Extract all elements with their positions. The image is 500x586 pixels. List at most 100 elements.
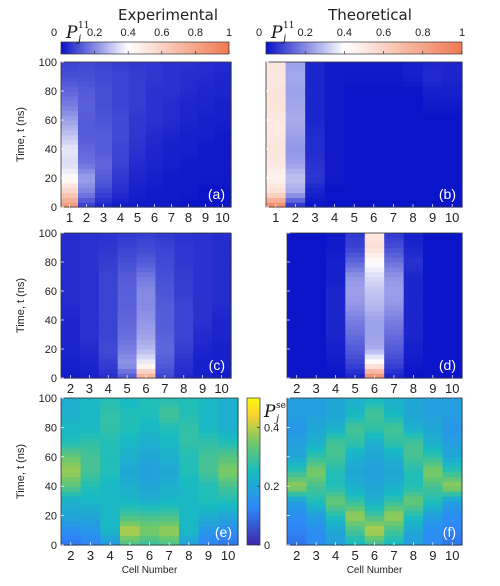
heatmap-cell	[285, 100, 306, 107]
heatmap-cell	[212, 324, 232, 331]
heatmap-cell	[422, 187, 443, 194]
heatmap-cell	[80, 515, 101, 522]
heatmap-cell	[442, 353, 463, 360]
heatmap-cell	[422, 86, 443, 92]
heatmap-cell	[364, 295, 385, 302]
colorbar-side: P se j 00.20.4	[246, 397, 286, 552]
x-tick-label: 5	[351, 548, 358, 563]
heatmap-cell	[218, 515, 239, 522]
heatmap-cell	[422, 197, 443, 203]
heatmap-cell	[193, 363, 213, 369]
heatmap-cell	[306, 500, 327, 507]
heatmap-cell	[384, 344, 405, 350]
heatmap-cell	[345, 271, 366, 278]
heatmap-cell	[139, 535, 160, 541]
heatmap-cell	[95, 62, 113, 68]
heatmap-panel-b: 1 2 3 4 5 6 7 8 9 10(b)	[265, 61, 463, 225]
heatmap-cell	[287, 233, 308, 239]
heatmap-cell	[129, 110, 147, 116]
heatmap-cell	[155, 339, 175, 345]
heatmap-cell	[155, 257, 175, 263]
heatmap-cell	[179, 481, 200, 487]
heatmap-cell	[345, 476, 366, 482]
heatmap-cell	[197, 81, 215, 87]
heatmap-cell	[403, 158, 424, 165]
heatmap-cell	[120, 481, 141, 487]
heatmap-cell	[159, 442, 180, 448]
heatmap-cell	[306, 286, 327, 292]
heatmap-cell	[139, 398, 160, 404]
heatmap-cell	[345, 237, 366, 244]
heatmap-cell	[197, 71, 215, 78]
heatmap-cell	[155, 300, 175, 307]
heatmap-cell	[117, 286, 138, 292]
x-tick-label: 7	[166, 548, 173, 563]
heatmap-cell	[61, 247, 81, 253]
heatmap-cell	[384, 291, 405, 297]
heatmap-cell	[345, 412, 366, 419]
heatmap-cell	[61, 496, 82, 502]
heatmap-cell	[198, 530, 219, 536]
heatmap-cell	[80, 500, 101, 507]
heatmap-cell	[364, 353, 385, 360]
heatmap-cell	[180, 153, 198, 160]
heatmap-cell	[180, 62, 198, 68]
heatmap-cell	[423, 437, 444, 443]
heatmap-cell	[136, 295, 157, 302]
heatmap-cell	[423, 451, 444, 458]
heatmap-cell	[179, 515, 200, 522]
heatmap-cell	[212, 276, 232, 282]
heatmap-cell	[120, 486, 141, 492]
title-experimental: Experimental	[118, 6, 218, 24]
heatmap-cell	[174, 344, 194, 350]
heatmap-cell	[442, 173, 463, 179]
heatmap-cell	[129, 178, 147, 184]
heatmap-cell	[305, 120, 326, 126]
heatmap-cell	[305, 100, 326, 107]
heatmap-cell	[364, 62, 385, 68]
heatmap-cell	[120, 520, 141, 526]
heatmap-cell	[325, 442, 346, 448]
heatmap-cell	[155, 262, 175, 268]
heatmap-cell	[305, 192, 326, 198]
heatmap-cell	[422, 173, 443, 179]
heatmap-cell	[61, 320, 81, 326]
heatmap-cell	[78, 168, 96, 174]
heatmap-cell	[442, 295, 463, 302]
heatmap-cell	[61, 291, 81, 297]
heatmap-cell	[384, 520, 405, 526]
heatmap-cell	[403, 432, 424, 438]
y-tick-label: 0	[51, 373, 57, 385]
heatmap-cell	[214, 66, 232, 73]
heatmap-cell	[384, 252, 405, 258]
heatmap-cell	[403, 329, 424, 336]
heatmap-cell	[266, 173, 287, 179]
heatmap-cell	[155, 320, 175, 326]
heatmap-cell	[155, 237, 175, 244]
heatmap-cell	[100, 515, 121, 522]
heatmap-cell	[383, 144, 404, 150]
heatmap-cell	[193, 266, 213, 273]
heatmap-cell	[364, 324, 385, 331]
heatmap-cell	[285, 153, 306, 160]
heatmap-cell	[287, 310, 308, 316]
heatmap-cell	[423, 295, 444, 302]
heatmap-cell	[442, 252, 463, 258]
heatmap-cell	[112, 134, 130, 140]
heatmap-cell	[403, 349, 424, 355]
heatmap-cell	[344, 144, 365, 150]
heatmap-cell	[287, 491, 308, 497]
heatmap-cell	[325, 300, 346, 307]
heatmap-cell	[403, 427, 424, 433]
heatmap-cell	[139, 422, 160, 428]
heatmap-cell	[383, 158, 404, 165]
heatmap-cell	[344, 192, 365, 198]
heatmap-cell	[193, 295, 213, 302]
heatmap-cell	[423, 291, 444, 297]
heatmap-cell	[198, 496, 219, 502]
heatmap-cell	[98, 237, 119, 244]
heatmap-cell	[95, 139, 113, 145]
heatmap-cell	[384, 471, 405, 477]
heatmap-cell	[422, 149, 443, 155]
